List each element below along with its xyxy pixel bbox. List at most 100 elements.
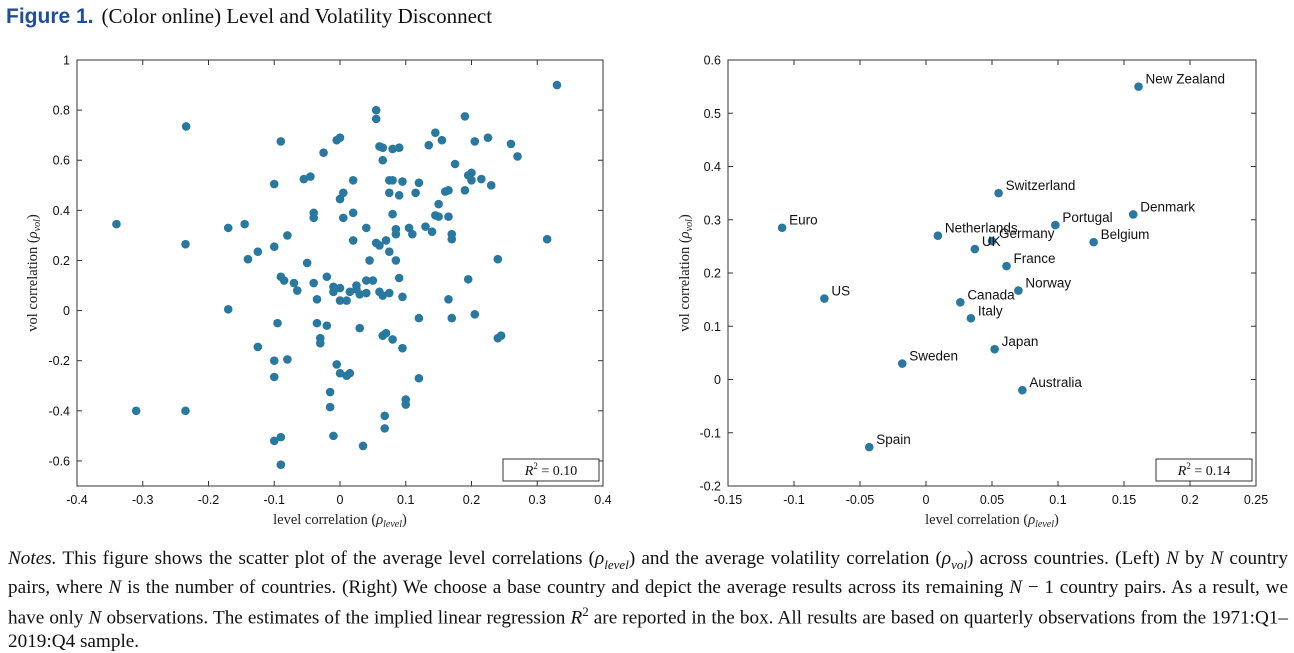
- x-tick-label: -0.1: [783, 493, 805, 507]
- data-point: [276, 137, 286, 146]
- data-point: [269, 179, 279, 189]
- x-tick-label: 0: [923, 493, 930, 507]
- x-tick-label: 0.15: [1112, 493, 1136, 507]
- y-tick-label: 0.1: [704, 320, 721, 334]
- data-point: [513, 152, 522, 161]
- data-point: [398, 292, 407, 302]
- data-point: [470, 310, 480, 319]
- data-point: [398, 177, 407, 186]
- data-point: [269, 356, 279, 366]
- data-point: [131, 406, 141, 416]
- data-point: [358, 441, 368, 451]
- data-point: [391, 256, 401, 265]
- data-point: [253, 342, 263, 352]
- point-label: Euro: [789, 213, 818, 228]
- data-point: [467, 168, 476, 178]
- figure-label: Figure 1.: [6, 5, 94, 28]
- data-point: [486, 180, 496, 190]
- data-point: [381, 236, 391, 245]
- x-tick-label: 0.1: [397, 493, 414, 507]
- data-point: [223, 305, 233, 314]
- point-label: Norway: [1025, 276, 1071, 291]
- data-point: [312, 318, 322, 328]
- data-point: [444, 212, 453, 221]
- data-point: [447, 234, 457, 244]
- y-tick-label: 0.5: [704, 107, 721, 121]
- data-point: [460, 112, 470, 121]
- data-point: [355, 323, 365, 333]
- data-point: [542, 234, 552, 244]
- x-tick-label: 0.05: [980, 493, 1004, 507]
- data-point: [1014, 286, 1023, 295]
- y-tick-label: -0.1: [699, 426, 721, 440]
- data-point: [381, 328, 391, 338]
- data-point: [956, 297, 965, 307]
- data-point: [427, 227, 437, 236]
- data-point: [380, 411, 390, 421]
- data-point: [414, 313, 424, 323]
- data-point: [408, 229, 417, 239]
- data-point: [460, 186, 470, 195]
- y-tick-label: 0.3: [704, 213, 721, 227]
- data-point: [388, 335, 397, 344]
- data-point: [375, 241, 384, 250]
- point-label: Sweden: [909, 349, 958, 364]
- data-point: [348, 208, 358, 218]
- y-axis-label: vol correlation (ρvol): [677, 214, 695, 332]
- y-axis-label: vol correlation (ρvol): [25, 214, 43, 332]
- annotation-box: [502, 458, 600, 482]
- figure-title: Figure 1. (Color online) Level and Volati…: [6, 4, 492, 29]
- data-point: [380, 424, 390, 433]
- x-tick-label: 0.3: [529, 493, 546, 507]
- data-point: [348, 236, 358, 245]
- point-label: Canada: [967, 287, 1015, 302]
- x-tick-label: 0.25: [1244, 493, 1268, 507]
- point-label: Japan: [1002, 334, 1039, 349]
- y-tick-label: 0.4: [53, 204, 70, 218]
- point-label: US: [831, 284, 850, 299]
- data-point: [342, 296, 351, 305]
- data-point: [335, 368, 345, 378]
- data-point: [276, 432, 286, 442]
- x-tick-label: 0.4: [594, 493, 611, 507]
- data-point: [496, 331, 506, 340]
- data-point: [966, 313, 976, 323]
- data-point: [933, 231, 943, 241]
- x-tick-label: -0.1: [263, 493, 285, 507]
- point-label: UK: [982, 234, 1001, 249]
- data-point: [319, 148, 328, 158]
- data-point: [289, 278, 299, 288]
- data-point: [352, 281, 361, 290]
- data-point: [385, 188, 394, 198]
- x-tick-label: 0.2: [1181, 493, 1198, 507]
- x-tick-label: -0.2: [198, 493, 220, 507]
- data-point: [371, 105, 381, 115]
- data-point: [450, 159, 460, 169]
- x-tick-label: 0.1: [1049, 493, 1066, 507]
- data-point: [332, 360, 342, 369]
- data-point: [1051, 220, 1060, 230]
- data-point: [181, 406, 190, 416]
- data-point: [240, 219, 249, 229]
- data-point: [552, 80, 562, 90]
- data-point: [378, 143, 388, 153]
- data-point: [299, 174, 309, 184]
- point-label: France: [1014, 251, 1056, 266]
- x-axis-label: level correlation (ρlevel): [273, 512, 407, 530]
- data-point: [477, 174, 486, 184]
- data-point: [329, 431, 338, 441]
- data-point: [325, 387, 335, 397]
- data-point: [223, 223, 233, 233]
- data-point: [1018, 385, 1027, 395]
- data-point: [493, 254, 503, 264]
- y-tick-label: 0.4: [704, 160, 721, 174]
- data-point: [864, 442, 874, 452]
- data-point: [994, 188, 1003, 198]
- data-point: [378, 291, 388, 300]
- data-point: [388, 175, 397, 185]
- data-point: [1002, 261, 1011, 271]
- data-point: [897, 359, 907, 368]
- data-point: [467, 175, 476, 185]
- data-point: [483, 133, 493, 142]
